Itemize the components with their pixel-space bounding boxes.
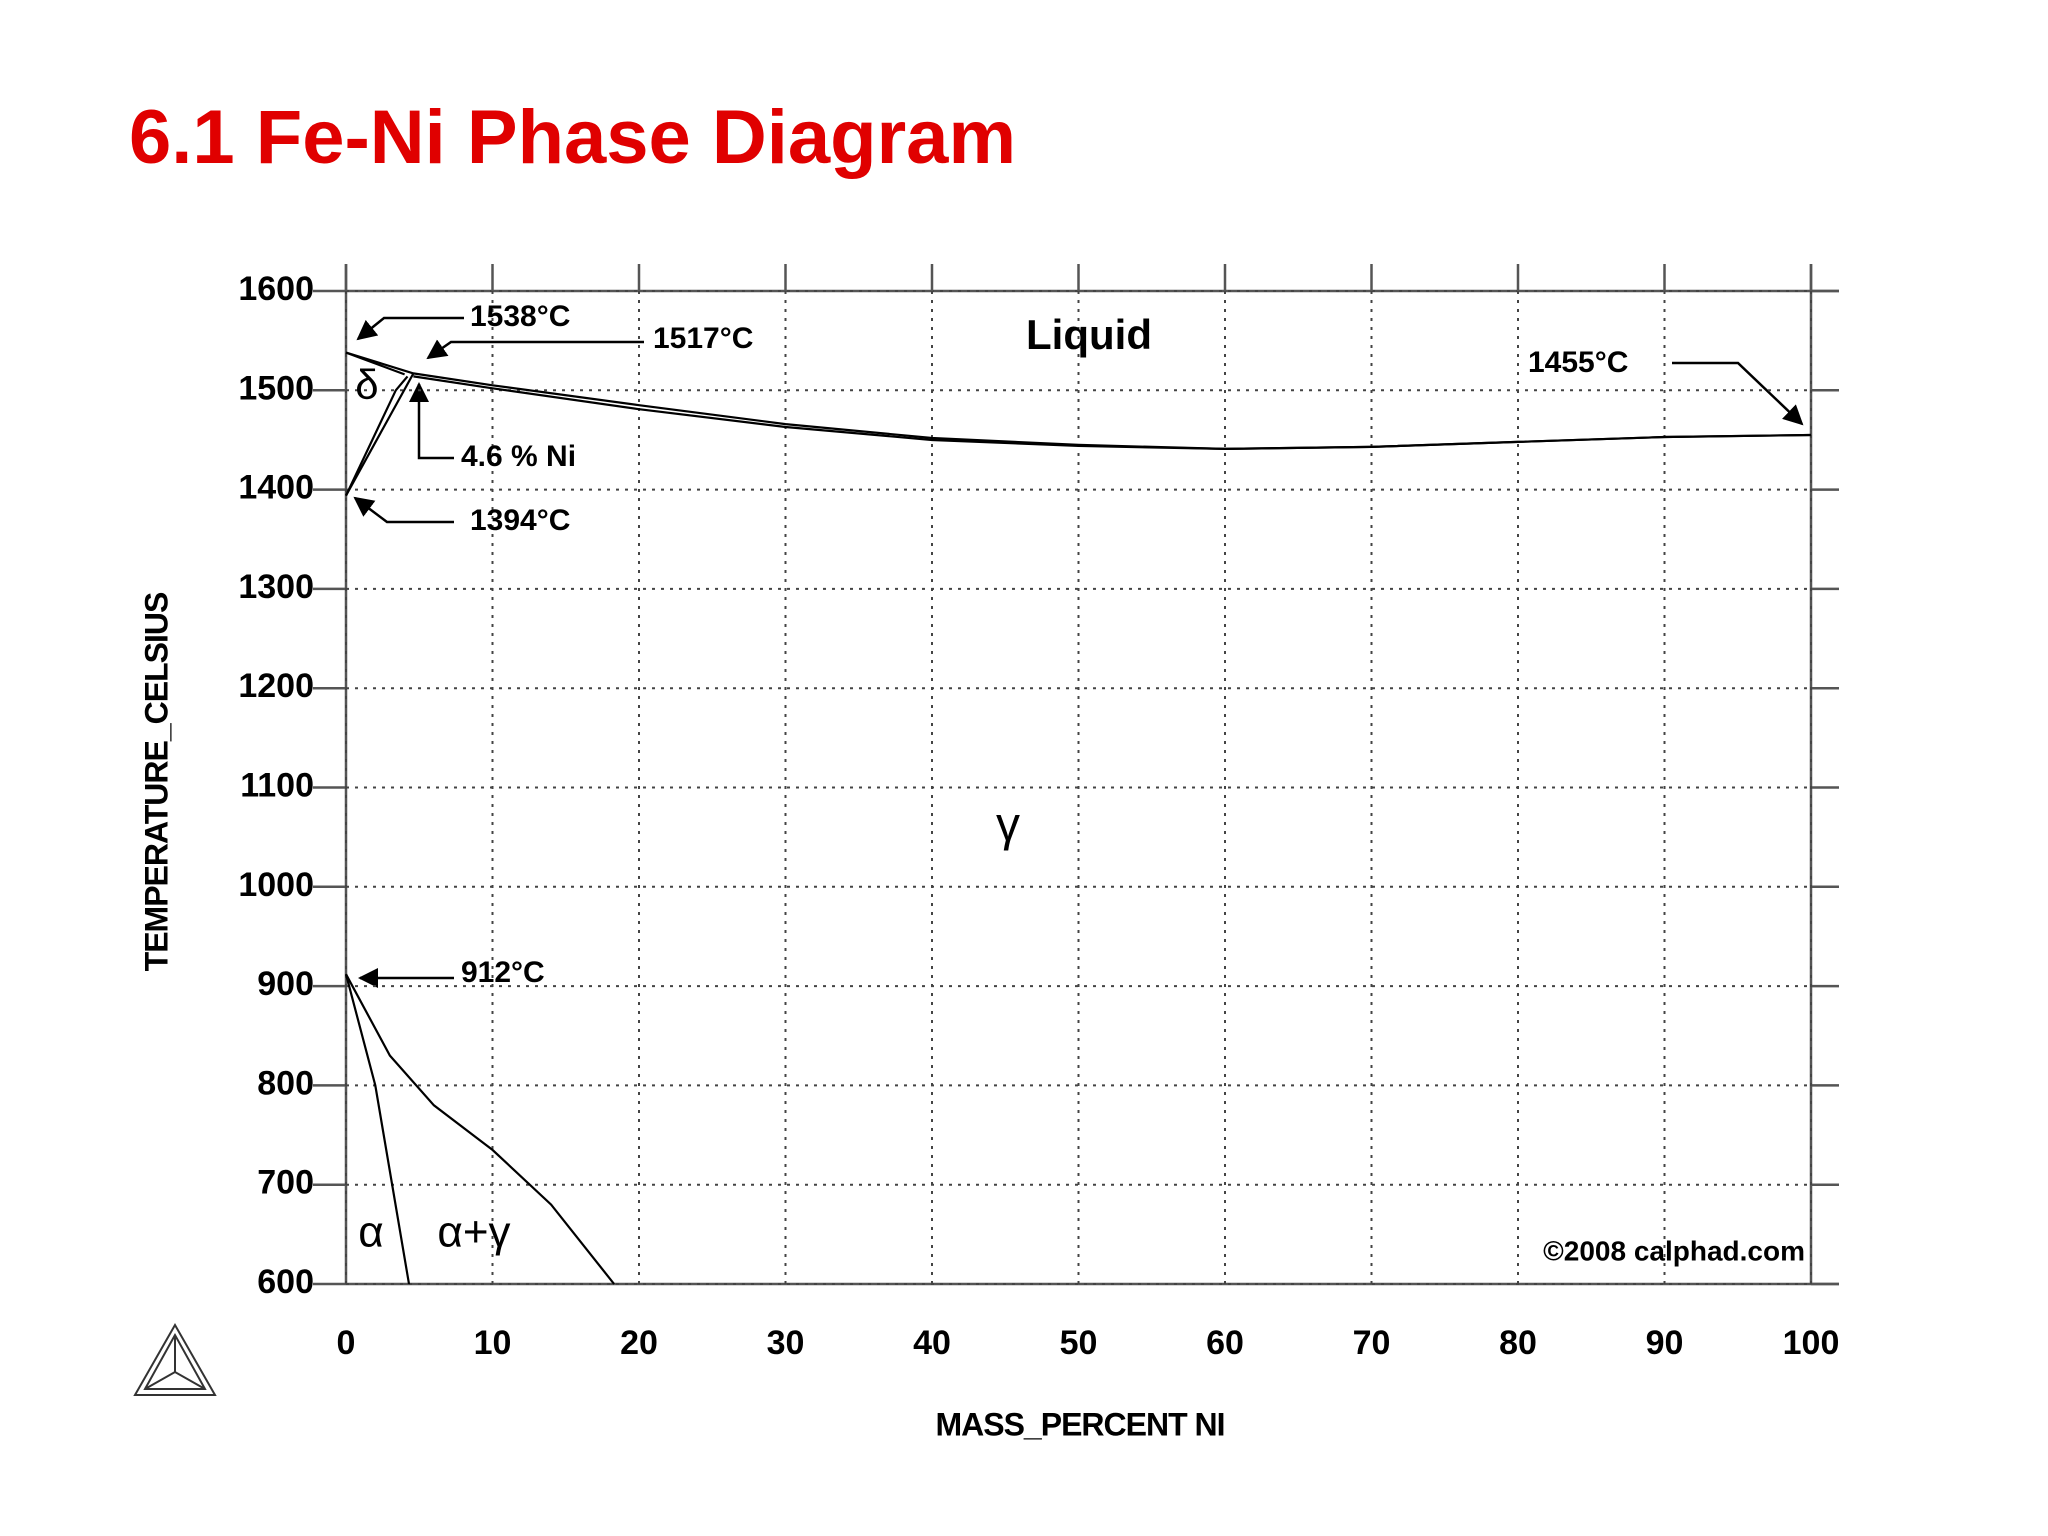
x-tick-label: 20 xyxy=(620,1324,658,1362)
annotation: 1455°C xyxy=(1528,346,1628,379)
y-tick-label: 1100 xyxy=(240,766,314,804)
y-tick-label: 1200 xyxy=(238,667,314,705)
annotation: Liquid xyxy=(1026,311,1152,358)
y-tick-label: 1500 xyxy=(238,369,314,407)
phase-boundary xyxy=(345,375,409,497)
y-tick-label: 800 xyxy=(257,1064,314,1102)
phase-boundary xyxy=(345,351,405,376)
logo-triangle xyxy=(133,1322,217,1396)
y-tick-label: 600 xyxy=(257,1263,314,1301)
y-tick-label: 1300 xyxy=(238,568,314,606)
annotation: γ xyxy=(996,799,1020,852)
annotation: 1538°C xyxy=(470,300,570,333)
phase-boundary xyxy=(413,375,1812,451)
phase-boundary xyxy=(345,973,615,1285)
y-tick-label: 1400 xyxy=(238,469,314,507)
x-axis-label: MASS_PERCENT NI xyxy=(935,1406,1224,1442)
x-tick-label: 0 xyxy=(337,1324,356,1362)
y-tick-label: 900 xyxy=(257,965,314,1003)
arrow xyxy=(409,382,454,460)
logo xyxy=(133,1322,217,1396)
phase-boundary xyxy=(344,973,411,1285)
x-tick-label: 40 xyxy=(913,1324,951,1362)
arrow xyxy=(426,339,644,360)
x-tick-label: 30 xyxy=(767,1324,805,1362)
annotation: α+γ xyxy=(437,1208,510,1257)
arrow xyxy=(353,496,454,524)
x-tick-label: 10 xyxy=(474,1324,512,1362)
arrows xyxy=(353,316,1804,988)
annotation: α xyxy=(358,1208,383,1257)
x-tick-label: 50 xyxy=(1060,1324,1098,1362)
annotation: ©2008 calphad.com xyxy=(1543,1235,1805,1266)
annotation: 912°C xyxy=(461,956,545,989)
x-tick-label: 70 xyxy=(1353,1324,1391,1362)
arrow xyxy=(1672,361,1804,426)
x-tick-label: 90 xyxy=(1646,1324,1684,1362)
chart-title: 6.1 Fe-Ni Phase Diagram xyxy=(129,95,1016,180)
annotation: 4.6 % Ni xyxy=(461,440,576,473)
annotation: δ xyxy=(355,361,378,408)
x-tick-label: 80 xyxy=(1499,1324,1537,1362)
y-tick-label: 700 xyxy=(257,1164,314,1202)
annotation: 1517°C xyxy=(653,322,753,355)
x-tick-label: 100 xyxy=(1783,1324,1840,1362)
y-tick-label: 1000 xyxy=(238,866,314,904)
arrow xyxy=(356,316,464,341)
phase-boundary xyxy=(345,372,415,497)
x-tick-label: 60 xyxy=(1206,1324,1244,1362)
annotation: 1394°C xyxy=(470,504,570,537)
y-axis-label: TEMPERATURE_CELSIUS xyxy=(138,592,174,971)
y-tick-label: 1600 xyxy=(238,270,314,308)
